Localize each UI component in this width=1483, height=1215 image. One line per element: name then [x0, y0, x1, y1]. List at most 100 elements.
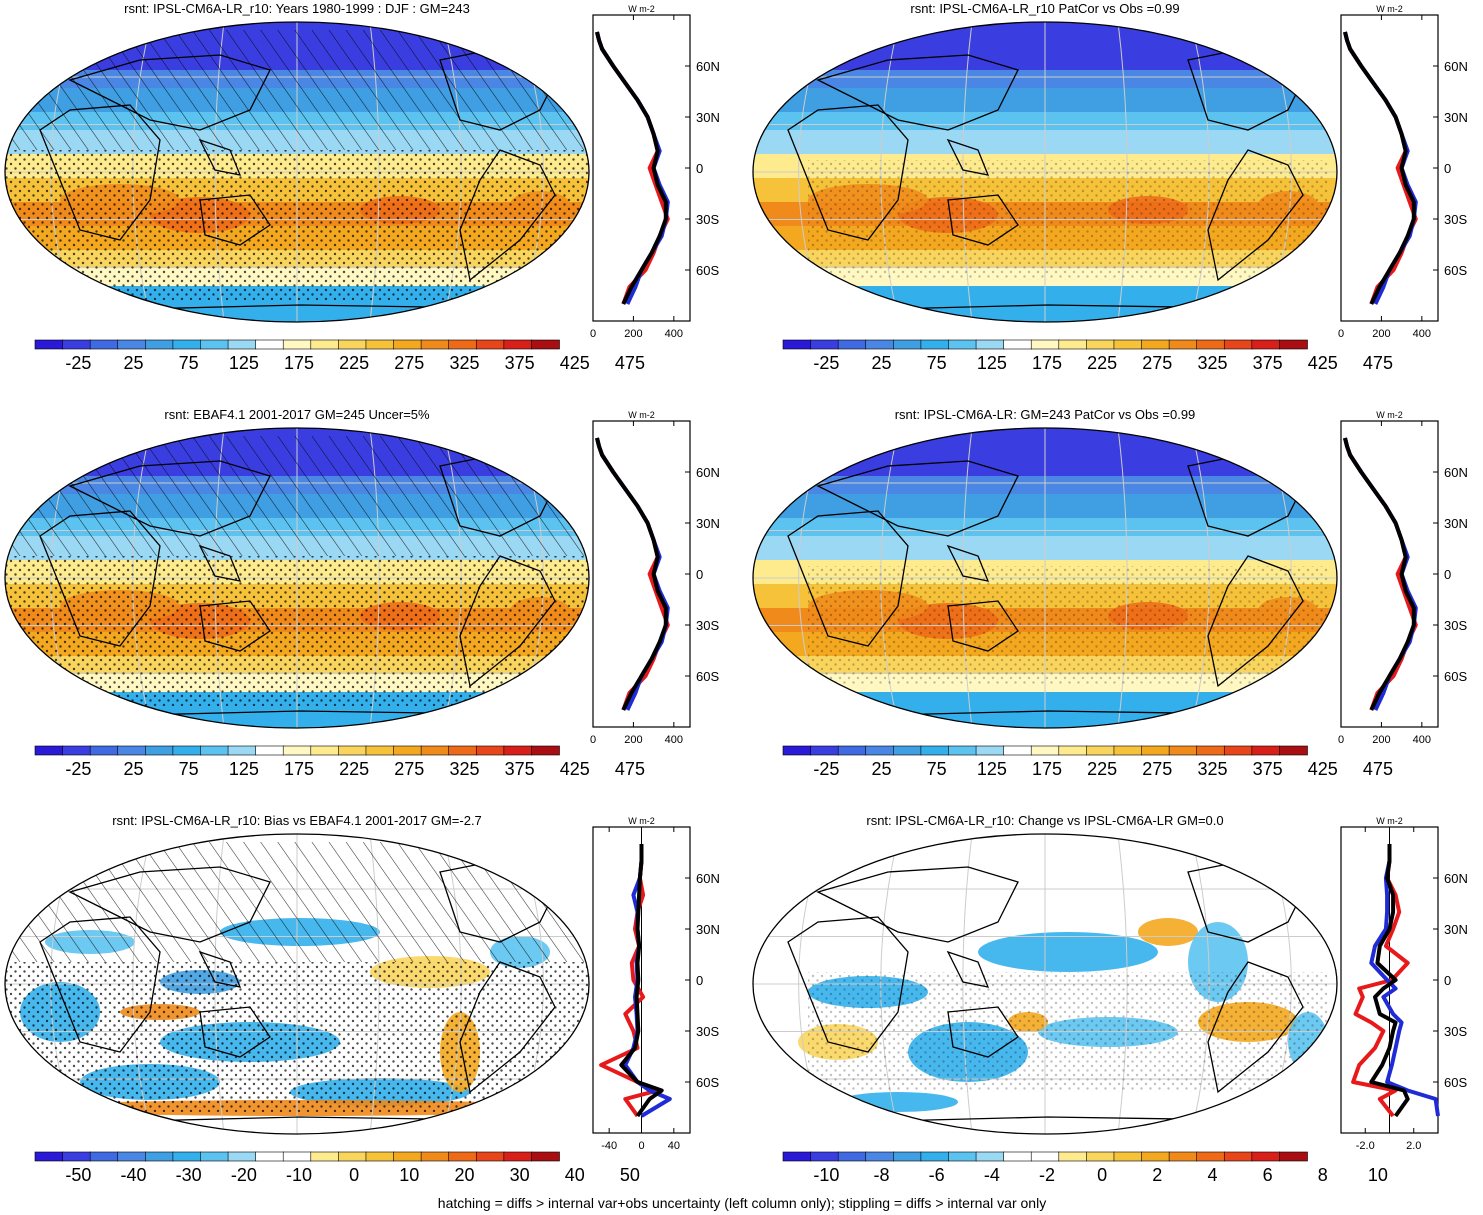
- panel-2: rsnt: IPSL-CM6A-LR_r10 PatCor vs Obs =0.…: [752, 1, 1468, 373]
- profile-line-red: [1351, 844, 1410, 1118]
- colorbar-label: 25: [124, 353, 144, 373]
- panel-title: rsnt: IPSL-CM6A-LR_r10: Change vs IPSL-C…: [866, 813, 1223, 828]
- profile-xtick: 400: [1413, 328, 1431, 340]
- lat-label: 0: [696, 161, 703, 176]
- profile-xtick: 0: [590, 734, 596, 746]
- zonal-profile: 60N 30N 0 30S 60S 0 200 400 W m-2: [590, 4, 720, 340]
- zonal-profile: 60N 30N 0 30S 60S -2.0 2.0 W m-2: [1340, 816, 1468, 1152]
- colorbar-label: 425: [1308, 759, 1338, 779]
- colorbar-label: 10: [1368, 1165, 1388, 1185]
- colorbar-label: 275: [1142, 353, 1172, 373]
- colorbar-label: 325: [449, 353, 479, 373]
- lat-label: 60S: [1444, 263, 1467, 278]
- colorbar-label: -25: [65, 353, 91, 373]
- colorbar-label: 75: [179, 353, 199, 373]
- colorbar-label: 125: [977, 353, 1007, 373]
- colorbar-label: 275: [394, 353, 424, 373]
- colorbar-label: 225: [339, 759, 369, 779]
- colorbar-label: 375: [1253, 759, 1283, 779]
- profile-xtick: 40: [668, 1140, 680, 1152]
- map-border: [752, 21, 1338, 323]
- colorbar-label: 225: [1087, 759, 1117, 779]
- map-border: [752, 833, 1338, 1135]
- colorbar-label: 2: [1152, 1165, 1162, 1185]
- lat-label: 60N: [1444, 59, 1468, 74]
- lat-label: 30N: [1444, 922, 1468, 937]
- colorbar-label: -8: [874, 1165, 890, 1185]
- unit-label: W m-2: [628, 410, 655, 420]
- lat-label: 0: [696, 973, 703, 988]
- colorbar-label: -50: [65, 1165, 91, 1185]
- lat-label: 30S: [1444, 618, 1467, 633]
- profile-xtick: 0: [638, 1140, 644, 1152]
- colorbar: -50 -40 -30 -20 -10 0 10 20 30 40 50: [34, 1151, 640, 1185]
- colorbar-label: 425: [1308, 353, 1338, 373]
- profile-xtick: 0: [1338, 328, 1344, 340]
- colorbar-label: 125: [977, 759, 1007, 779]
- lat-label: 60S: [1444, 669, 1467, 684]
- lat-label: 30S: [696, 212, 719, 227]
- zonal-profile: 60N 30N 0 30S 60S -40 0 40 W m-2: [592, 816, 720, 1152]
- colorbar-label: 325: [449, 759, 479, 779]
- lat-label: 30N: [1444, 516, 1468, 531]
- panel-5: rsnt: IPSL-CM6A-LR_r10: Bias vs EBAF4.1 …: [4, 813, 720, 1185]
- colorbar-label: 375: [1253, 353, 1283, 373]
- profile-xtick: 2.0: [1406, 1140, 1421, 1152]
- unit-label: W m-2: [628, 4, 655, 14]
- panel-6: rsnt: IPSL-CM6A-LR_r10: Change vs IPSL-C…: [752, 813, 1468, 1185]
- lat-label: 60S: [696, 669, 719, 684]
- lat-label: 60N: [696, 59, 720, 74]
- colorbar-label: -10: [286, 1165, 312, 1185]
- panel-title: rsnt: IPSL-CM6A-LR_r10: Bias vs EBAF4.1 …: [112, 813, 482, 828]
- colorbar-label: 8: [1318, 1165, 1328, 1185]
- colorbar: -25 25 75 125 175 225 275 325 375 425 475: [34, 339, 645, 373]
- map-border: [4, 427, 590, 729]
- profile-xtick: 200: [624, 328, 642, 340]
- lat-label: 30N: [696, 516, 720, 531]
- colorbar-label: -40: [121, 1165, 147, 1185]
- profile-line-black: [1369, 844, 1410, 1118]
- colorbar-label: 425: [560, 353, 590, 373]
- profile-xtick: -40: [601, 1140, 617, 1152]
- profile-xtick: 400: [1413, 734, 1431, 746]
- profile-xtick: 200: [624, 734, 642, 746]
- profile-line-black: [595, 31, 668, 305]
- colorbar-label: -4: [984, 1165, 1000, 1185]
- colorbar-label: 325: [1197, 353, 1227, 373]
- colorbar-label: 425: [560, 759, 590, 779]
- colorbar-label: -25: [65, 759, 91, 779]
- panel-1: rsnt: IPSL-CM6A-LR_r10: Years 1980-1999 …: [4, 1, 720, 373]
- lat-label: 60N: [696, 871, 720, 886]
- panel-title: rsnt: IPSL-CM6A-LR: GM=243 PatCor vs Obs…: [895, 407, 1196, 422]
- profile-xtick: 200: [1372, 328, 1390, 340]
- colorbar: -10 -8 -6 -4 -2 0 2 4 6 8 10: [782, 1151, 1388, 1185]
- colorbar-label: 6: [1263, 1165, 1273, 1185]
- lat-label: 60N: [1444, 871, 1468, 886]
- colorbar-label: 475: [1363, 353, 1393, 373]
- lat-label: 60N: [1444, 465, 1468, 480]
- lat-label: 60S: [1444, 1075, 1467, 1090]
- colorbar-label: 125: [229, 759, 259, 779]
- colorbar-label: -30: [176, 1165, 202, 1185]
- zonal-profile: 60N 30N 0 30S 60S 0 200 400 W m-2: [1338, 4, 1468, 340]
- unit-label: W m-2: [1376, 4, 1403, 14]
- lat-label: 30N: [1444, 110, 1468, 125]
- colorbar-label: 0: [1097, 1165, 1107, 1185]
- colorbar-label: 225: [339, 353, 369, 373]
- colorbar-label: 375: [505, 759, 535, 779]
- colorbar: -25 25 75 125 175 225 275 325 375 425 475: [782, 339, 1393, 373]
- profile-line-blue: [1369, 844, 1440, 1117]
- lat-label: 30S: [1444, 1024, 1467, 1039]
- lat-label: 0: [1444, 161, 1451, 176]
- profile-xtick: 0: [1338, 734, 1344, 746]
- panel-title: rsnt: IPSL-CM6A-LR_r10 PatCor vs Obs =0.…: [910, 1, 1179, 16]
- lat-label: 30N: [696, 110, 720, 125]
- profile-xtick: 400: [665, 734, 683, 746]
- map-field: [753, 834, 1337, 1134]
- profile-xtick: 0: [590, 328, 596, 340]
- colorbar-label: 4: [1207, 1165, 1217, 1185]
- colorbar-label: 125: [229, 353, 259, 373]
- profile-line-black: [1343, 437, 1416, 711]
- lat-label: 0: [1444, 567, 1451, 582]
- colorbar-label: 325: [1197, 759, 1227, 779]
